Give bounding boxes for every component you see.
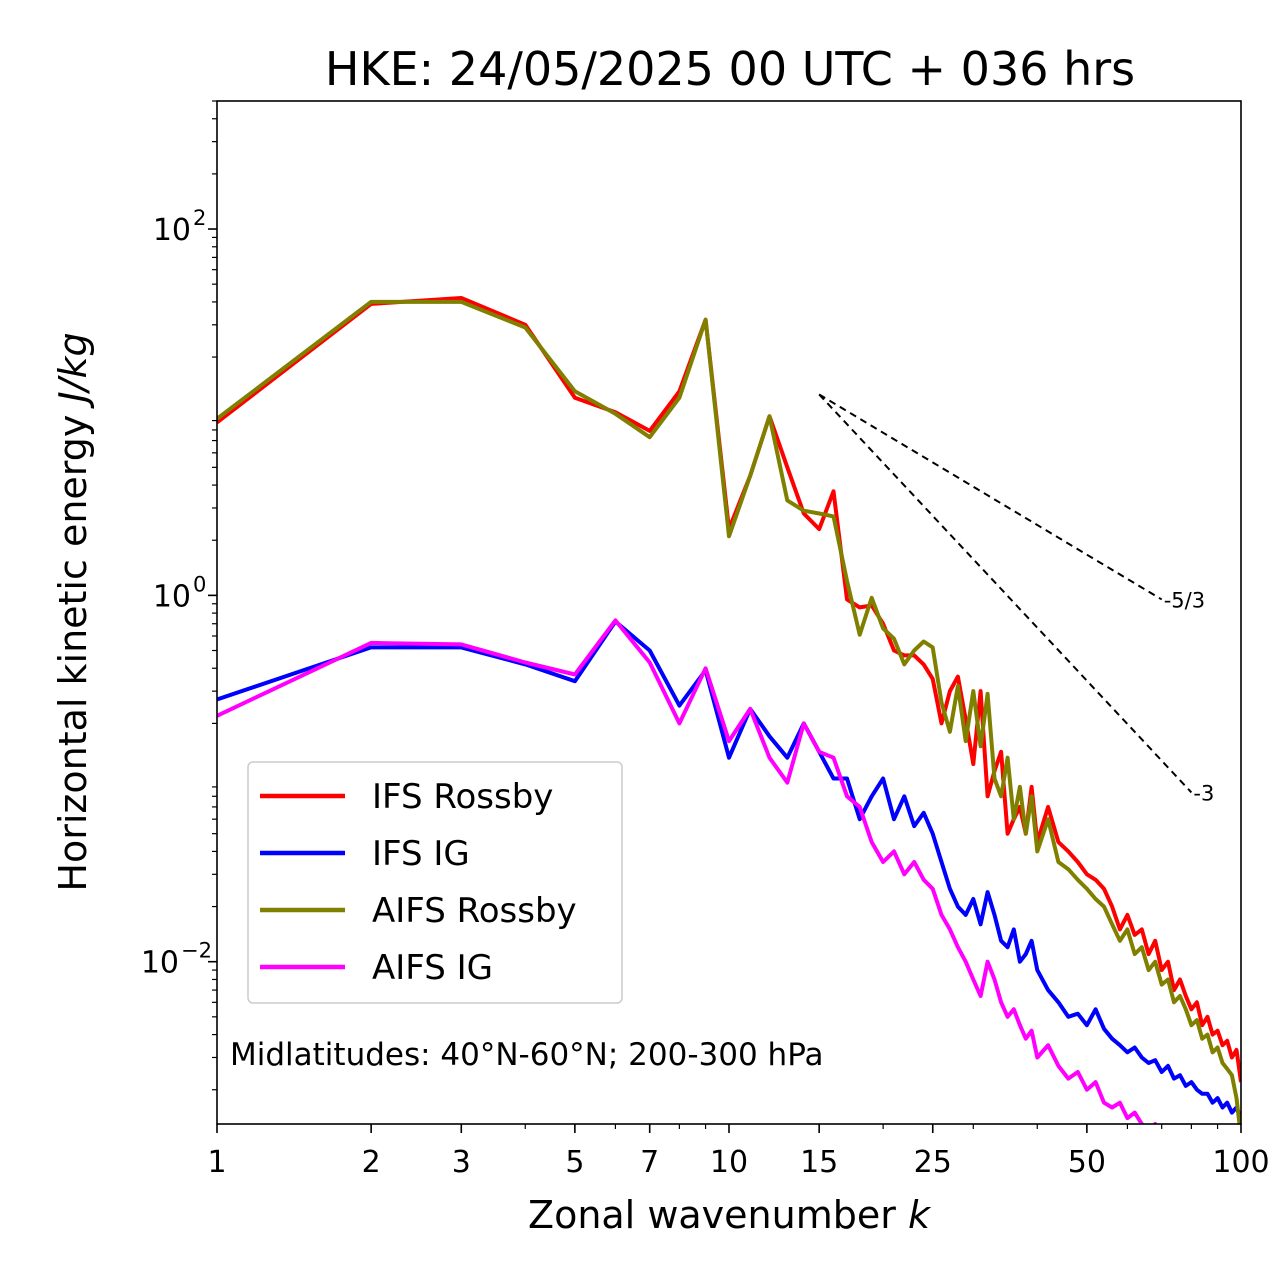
y-axis-label-unit: J/kg — [51, 332, 95, 409]
x-tick-label: 5 — [565, 1145, 584, 1180]
legend-items: IFS Rossby IFS IG AIFS Rossby AIFS IG — [260, 777, 577, 988]
y-axis-label-text: Horizontal kinetic energy — [51, 403, 95, 892]
legend-label: AIFS IG — [372, 948, 493, 988]
region-annotation: Midlatitudes: 40°N-60°N; 200-300 hPa — [230, 1037, 824, 1073]
x-tick-label: 15 — [800, 1145, 838, 1180]
y-tick-base: 10 — [153, 213, 191, 248]
legend: IFS Rossby IFS IG AIFS Rossby AIFS IG — [247, 761, 623, 1004]
y-tick-base: 10 — [153, 579, 191, 614]
x-tick-label: 50 — [1068, 1145, 1106, 1180]
x-tick-label: 25 — [914, 1145, 952, 1180]
x-axis-label: Zonal wavenumber k — [528, 1193, 932, 1237]
y-tick-exponent: −2 — [181, 939, 212, 963]
x-tick-label: 3 — [452, 1145, 471, 1180]
reference-slope-line — [818, 393, 1193, 794]
legend-label: AIFS Rossby — [372, 891, 577, 931]
x-tick-label: 2 — [362, 1145, 381, 1180]
x-tick-label: 1 — [207, 1145, 226, 1180]
legend-label: IFS IG — [372, 834, 470, 874]
x-tick-label: 100 — [1212, 1145, 1269, 1180]
y-tick-label: 10 — [153, 579, 191, 614]
y-axis-label: Horizontal kinetic energy J/kg — [51, 332, 95, 891]
legend-label: IFS Rossby — [372, 777, 553, 817]
y-tick-label: 10 — [153, 213, 191, 248]
chart-title: HKE: 24/05/2025 00 UTC + 036 hrs — [325, 42, 1135, 96]
y-tick-label: 10 — [141, 946, 179, 981]
x-tick-label: 7 — [640, 1145, 659, 1180]
reference-slope-label: -5/3 — [1164, 588, 1205, 612]
x-axis-label-text: Zonal wavenumber — [528, 1193, 908, 1237]
reference-slopes: -5/3 -3 — [818, 393, 1214, 805]
series-layer — [217, 296, 1241, 1124]
reference-slope-label: -3 — [1193, 781, 1214, 805]
reference-slope-line — [818, 393, 1163, 601]
series-ifs-ig-line — [217, 619, 1241, 1119]
y-tick-base: 10 — [141, 946, 179, 981]
series-ifs-rossby-line — [217, 296, 1241, 1083]
x-axis-ticks: 1 2 3 5 7 10 15 25 50 100 — [207, 1124, 1270, 1180]
x-tick-label: 10 — [710, 1145, 748, 1180]
x-axis-label-variable: k — [908, 1193, 932, 1237]
series-aifs-rossby-line — [217, 299, 1241, 1124]
series-aifs-ig-line — [217, 618, 1158, 1124]
legend-box — [247, 761, 623, 1004]
y-tick-exponent: 0 — [193, 572, 206, 596]
plot-area-frame — [216, 100, 1242, 1125]
y-tick-exponent: 2 — [193, 206, 206, 230]
